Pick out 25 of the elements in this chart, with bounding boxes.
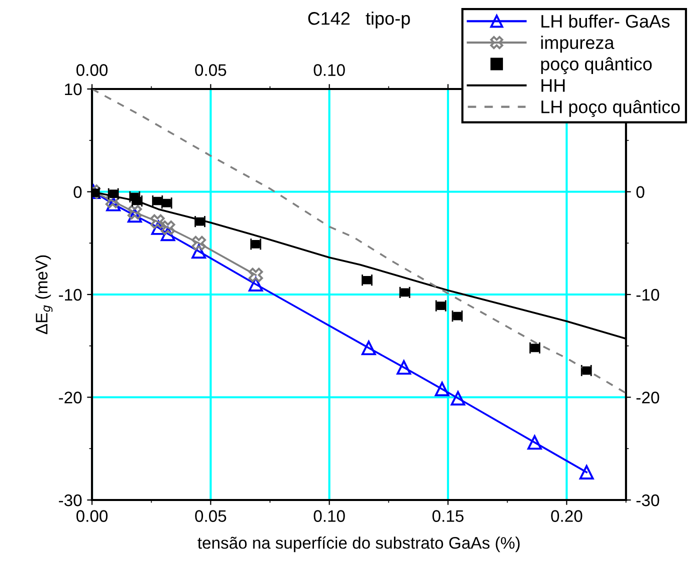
legend-label: poço quântico <box>541 57 652 74</box>
x2-tick-label: 0.05 <box>195 64 226 76</box>
x-tick-label: 0.15 <box>432 510 464 522</box>
x-tick-label: 0.00 <box>76 510 108 522</box>
y2-tick-label: -10 <box>636 288 660 301</box>
y2-tick-label: 0 <box>636 186 644 198</box>
y-tick-label: 0 <box>74 186 82 198</box>
x-axis-title: tensão na superfície do substrato GaAs (%) <box>198 536 520 552</box>
y2-tick-label: -30 <box>636 494 660 506</box>
y-tick-label: -30 <box>58 494 82 506</box>
y2-tick-label: -20 <box>636 392 660 404</box>
legend-label: HH <box>542 79 565 92</box>
x-tick-label: 0.10 <box>314 510 345 522</box>
x2-tick-label: 0.10 <box>314 64 345 76</box>
x2-tick-label: 0.00 <box>76 64 108 76</box>
legend-label: impureza <box>541 36 614 53</box>
x-tick-label: 0.20 <box>551 510 582 522</box>
legend-label: LH poço quântico <box>542 100 680 117</box>
x-tick-label: 0.05 <box>195 510 226 522</box>
y-tick-label: -20 <box>58 392 82 404</box>
legend-label: LH buffer- GaAs <box>542 14 670 28</box>
chart-title: C142 tipo-p <box>308 12 410 28</box>
y-tick-label: -10 <box>58 288 82 301</box>
y-axis-title: ΔE$_{g}$ (meV) <box>35 255 53 334</box>
y-tick-label: 10 <box>65 83 82 96</box>
